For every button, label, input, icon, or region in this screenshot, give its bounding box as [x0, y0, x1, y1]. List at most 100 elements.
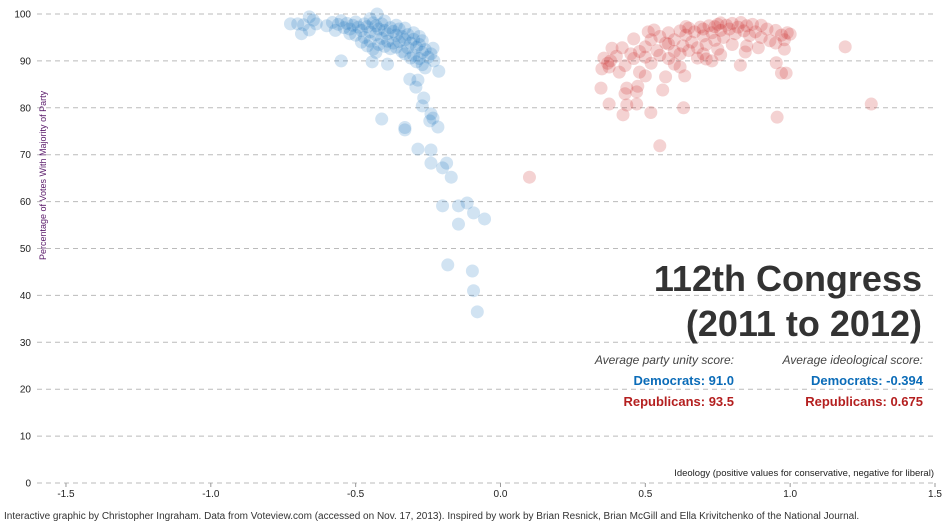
republican-point[interactable] — [774, 28, 788, 42]
republican-point[interactable] — [708, 33, 722, 47]
republican-point[interactable] — [620, 81, 634, 95]
democrat-point[interactable] — [470, 305, 484, 319]
democrat-point[interactable] — [460, 196, 474, 210]
republican-point[interactable] — [638, 50, 652, 64]
democrat-point[interactable] — [431, 120, 445, 134]
republican-point[interactable] — [696, 22, 710, 36]
republican-point[interactable] — [618, 87, 632, 101]
republican-point[interactable] — [699, 52, 713, 66]
republican-point[interactable] — [667, 33, 681, 47]
democrat-point[interactable] — [386, 36, 400, 50]
republican-point[interactable] — [627, 52, 641, 66]
republican-point[interactable] — [696, 29, 710, 43]
republican-point[interactable] — [864, 97, 878, 111]
democrat-point[interactable] — [412, 52, 426, 66]
democrat-point[interactable] — [357, 17, 371, 31]
democrat-point[interactable] — [389, 28, 403, 42]
republican-point[interactable] — [667, 45, 681, 59]
republican-point[interactable] — [769, 56, 783, 70]
republican-point[interactable] — [777, 42, 791, 56]
democrat-point[interactable] — [465, 264, 479, 278]
democrat-point[interactable] — [407, 32, 421, 46]
democrat-point[interactable] — [407, 26, 421, 40]
democrat-point[interactable] — [418, 61, 432, 75]
republican-point[interactable] — [722, 22, 736, 36]
democrat-point[interactable] — [401, 41, 415, 55]
republican-point[interactable] — [769, 36, 783, 50]
republican-point[interactable] — [679, 20, 693, 34]
republican-point[interactable] — [754, 30, 768, 44]
democrat-point[interactable] — [404, 51, 418, 65]
republican-point[interactable] — [717, 30, 731, 44]
democrat-point[interactable] — [349, 15, 363, 29]
democrat-point[interactable] — [320, 19, 334, 33]
republican-point[interactable] — [633, 65, 647, 79]
democrat-point[interactable] — [467, 206, 481, 220]
democrat-point[interactable] — [375, 112, 389, 126]
democrat-point[interactable] — [398, 33, 412, 47]
republican-point[interactable] — [731, 20, 745, 34]
democrat-point[interactable] — [369, 45, 383, 59]
republican-point[interactable] — [631, 79, 645, 93]
republican-point[interactable] — [650, 44, 664, 58]
democrat-point[interactable] — [415, 99, 429, 113]
republican-point[interactable] — [605, 41, 619, 55]
democrat-point[interactable] — [363, 12, 377, 26]
democrat-point[interactable] — [424, 47, 438, 61]
republican-point[interactable] — [714, 16, 728, 30]
democrat-point[interactable] — [389, 18, 403, 32]
democrat-point[interactable] — [343, 27, 357, 41]
republican-point[interactable] — [633, 45, 647, 59]
republican-point[interactable] — [653, 48, 667, 62]
republican-point[interactable] — [705, 54, 719, 68]
democrat-point[interactable] — [381, 34, 395, 48]
republican-point[interactable] — [659, 70, 673, 84]
democrat-point[interactable] — [297, 18, 311, 32]
republican-point[interactable] — [676, 39, 690, 53]
democrat-point[interactable] — [291, 17, 305, 31]
republican-point[interactable] — [774, 66, 788, 80]
democrat-point[interactable] — [375, 31, 389, 45]
democrat-point[interactable] — [366, 16, 380, 30]
democrat-point[interactable] — [375, 17, 389, 31]
republican-point[interactable] — [728, 27, 742, 41]
democrat-point[interactable] — [412, 30, 426, 44]
republican-point[interactable] — [616, 108, 630, 122]
democrat-point[interactable] — [337, 21, 351, 35]
democrat-point[interactable] — [398, 47, 412, 61]
republican-point[interactable] — [688, 25, 702, 39]
democrat-point[interactable] — [426, 41, 440, 55]
republican-point[interactable] — [738, 45, 752, 59]
democrat-point[interactable] — [306, 13, 320, 27]
democrat-point[interactable] — [372, 37, 386, 51]
democrat-point[interactable] — [334, 14, 348, 28]
democrat-point[interactable] — [436, 161, 450, 175]
democrat-point[interactable] — [409, 55, 423, 69]
republican-point[interactable] — [638, 40, 652, 54]
republican-point[interactable] — [677, 101, 691, 115]
republican-point[interactable] — [770, 110, 784, 124]
democrat-point[interactable] — [415, 45, 429, 59]
republican-point[interactable] — [638, 69, 652, 83]
republican-point[interactable] — [705, 26, 719, 40]
republican-point[interactable] — [644, 105, 658, 119]
democrat-point[interactable] — [398, 21, 412, 35]
democrat-point[interactable] — [398, 123, 412, 137]
democrat-point[interactable] — [407, 48, 421, 62]
republican-point[interactable] — [779, 66, 793, 80]
republican-point[interactable] — [783, 27, 797, 41]
republican-point[interactable] — [682, 44, 696, 58]
democrat-point[interactable] — [398, 120, 412, 134]
republican-point[interactable] — [838, 40, 852, 54]
democrat-point[interactable] — [378, 39, 392, 53]
democrat-point[interactable] — [363, 34, 377, 48]
republican-point[interactable] — [661, 37, 675, 51]
democrat-point[interactable] — [365, 55, 379, 69]
democrat-point[interactable] — [395, 30, 409, 44]
democrat-point[interactable] — [360, 20, 374, 34]
democrat-point[interactable] — [427, 54, 441, 68]
democrat-point[interactable] — [386, 24, 400, 38]
republican-point[interactable] — [780, 26, 794, 40]
democrat-point[interactable] — [424, 156, 438, 170]
democrat-point[interactable] — [372, 22, 386, 36]
